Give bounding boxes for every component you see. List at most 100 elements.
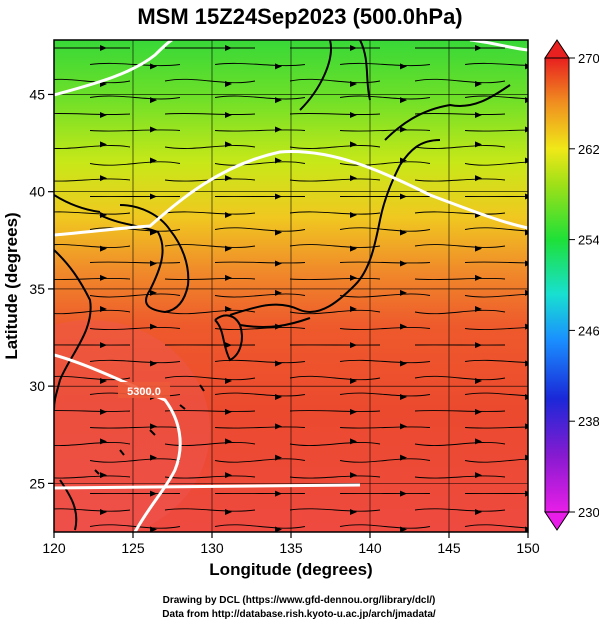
streamline-arrow	[400, 193, 407, 200]
streamline	[214, 326, 306, 331]
streamline-arrow	[400, 289, 407, 296]
hokkaido-coast	[384, 84, 511, 166]
streamline	[339, 62, 431, 67]
streamline	[54, 442, 131, 446]
streamline	[464, 426, 528, 429]
streamline	[214, 129, 306, 132]
y-axis-ticks: 25 30 35 40 45	[29, 86, 54, 491]
streamline-arrow	[400, 63, 407, 70]
colorbar-tick-label: 270	[578, 51, 599, 66]
colorbar-tick-label: 246	[578, 323, 599, 338]
streamline-arrow	[275, 394, 282, 401]
streamline	[214, 392, 306, 397]
streamline-arrow	[225, 342, 232, 349]
streamline-arrow	[150, 157, 157, 164]
streamline-arrow	[150, 97, 157, 104]
streamline	[54, 508, 131, 512]
streamline	[89, 293, 181, 298]
x-tick-label: 145	[437, 540, 461, 556]
streamlines	[54, 45, 528, 532]
streamline	[289, 442, 381, 446]
y-tick-label: 25	[29, 475, 45, 491]
streamline	[464, 62, 528, 66]
streamline-arrow	[350, 306, 357, 313]
colorbar-tick-label: 262	[578, 142, 599, 157]
streamline	[339, 293, 431, 298]
streamline	[464, 524, 528, 529]
streamline	[339, 161, 431, 166]
y-tick-label: 40	[29, 184, 45, 200]
streamline-arrow	[275, 193, 282, 200]
streamline	[164, 442, 256, 446]
streamline-arrow	[100, 509, 107, 516]
x-tick-label: 120	[42, 540, 66, 556]
streamline	[289, 244, 381, 248]
streamline-arrow	[225, 408, 232, 415]
y-tick-label: 30	[29, 378, 45, 394]
streamline-arrow	[100, 175, 107, 182]
streamline-arrow	[225, 112, 232, 119]
streamline	[414, 211, 506, 215]
streamline-arrow	[275, 526, 282, 532]
streamline-arrow	[400, 394, 407, 401]
streamline	[339, 129, 431, 132]
streamline-arrow	[225, 245, 232, 252]
streamline-arrow	[475, 80, 482, 87]
streamline	[54, 112, 131, 116]
streamline-arrow	[100, 472, 107, 479]
x-tick-label: 140	[358, 540, 382, 556]
streamline	[289, 112, 381, 116]
streamline	[164, 475, 256, 479]
streamline-arrow	[150, 423, 157, 430]
streamline-arrow	[100, 141, 107, 148]
streamline	[339, 392, 431, 397]
streamline-arrow	[225, 175, 232, 182]
streamline-arrow	[100, 438, 107, 445]
streamline	[289, 375, 381, 381]
streamline-arrow	[350, 342, 357, 349]
streamline	[214, 359, 306, 364]
streamline	[54, 178, 131, 182]
streamline-arrow	[150, 193, 157, 200]
streamline	[54, 410, 131, 412]
streamline	[464, 161, 528, 166]
credit-line-1: Drawing by DCL (https://www.gfd-dennou.o…	[163, 595, 436, 606]
streamline-arrow	[400, 229, 407, 236]
streamline-arrow	[350, 141, 357, 148]
streamline-arrow	[350, 175, 357, 182]
streamline-arrow	[475, 438, 482, 445]
streamline-arrow	[400, 97, 407, 104]
streamline	[164, 410, 256, 412]
streamline-arrow	[150, 526, 157, 532]
contour-north	[54, 40, 173, 97]
y-tick-label: 45	[29, 86, 45, 102]
streamline-arrow	[350, 211, 357, 218]
streamline	[339, 95, 431, 100]
colorbar-tick-label: 238	[578, 414, 599, 429]
x-tick-label: 125	[121, 540, 145, 556]
honshu-coast	[229, 164, 401, 328]
streamline-arrow	[475, 274, 482, 281]
streamline-arrow	[225, 438, 232, 445]
contour-label-bg	[118, 382, 170, 398]
colorbar-ticks: 230 238 246 254 262 270	[569, 51, 599, 520]
streamline-arrow	[275, 97, 282, 104]
streamline	[464, 261, 528, 264]
streamline	[464, 227, 528, 232]
streamline	[214, 161, 306, 166]
streamline	[89, 261, 181, 264]
streamline	[414, 244, 506, 248]
streamline-arrow	[400, 126, 407, 133]
streamline-arrow	[475, 377, 482, 384]
streamline	[54, 78, 131, 84]
ryukyu-islands	[94, 384, 205, 475]
colorbar-bottom-arrow	[544, 511, 570, 531]
streamline	[89, 359, 181, 364]
contour-5300	[54, 353, 182, 532]
streamline-arrow	[275, 454, 282, 461]
streamline	[289, 508, 381, 512]
streamline-arrow	[350, 408, 357, 415]
streamline	[164, 277, 256, 281]
streamline	[464, 95, 528, 100]
